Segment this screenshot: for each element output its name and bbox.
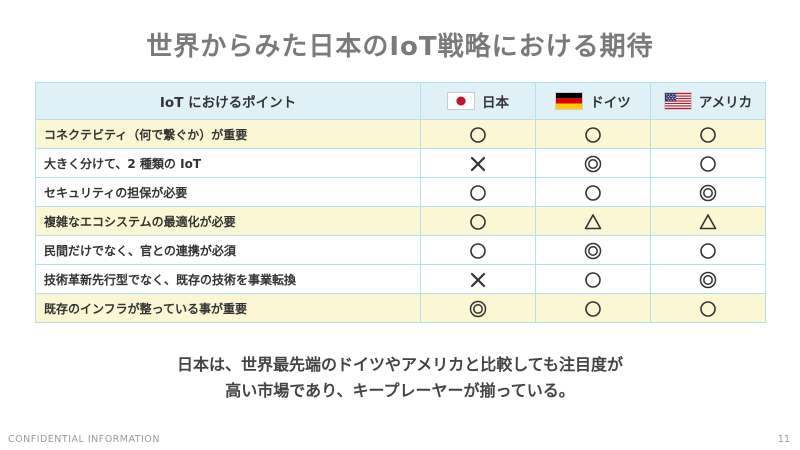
cross-mark-icon <box>469 271 487 289</box>
circle-mark-icon <box>699 155 717 173</box>
summary-line-2: 高い市場であり、キープレーヤーが揃っている。 <box>225 381 575 400</box>
mark-cell-usa <box>650 264 766 294</box>
mark-cell-germany <box>535 148 651 178</box>
country-name-usa: アメリカ <box>698 95 753 111</box>
germany-flag-icon <box>555 92 584 110</box>
circle-mark-icon <box>699 126 717 144</box>
double-circle-mark-icon <box>699 271 717 289</box>
mark-cell-japan <box>420 148 536 178</box>
country-name-germany: ドイツ <box>590 95 631 111</box>
point-cell: 既存のインフラが整っている事が重要 <box>35 293 421 323</box>
point-cell: 複雑なエコシステムの最適化が必要 <box>35 206 421 236</box>
japan-flag-icon <box>447 92 475 110</box>
circle-mark-icon <box>699 242 717 260</box>
mark-cell-germany <box>535 264 651 294</box>
table-header-row: IoT におけるポイント 日本 <box>35 82 766 120</box>
mark-cell-germany <box>535 293 651 323</box>
double-circle-mark-icon <box>584 155 602 173</box>
triangle-mark-icon <box>699 213 717 231</box>
mark-cell-japan <box>420 264 536 294</box>
double-circle-mark-icon <box>699 184 717 202</box>
mark-cell-japan <box>420 119 536 149</box>
usa-flag-icon <box>663 92 692 110</box>
circle-mark-icon <box>584 126 602 144</box>
mark-cell-japan <box>420 293 536 323</box>
confidential-label: CONFIDENTIAL INFORMATION <box>8 434 160 445</box>
circle-mark-icon <box>469 126 487 144</box>
point-cell: コネクテビティ（何で繋ぐか）が重要 <box>35 119 421 149</box>
mark-cell-germany <box>535 235 651 265</box>
double-circle-mark-icon <box>584 242 602 260</box>
column-header-point: IoT におけるポイント <box>35 82 421 120</box>
column-header-usa: アメリカ <box>650 82 766 120</box>
mark-cell-japan <box>420 235 536 265</box>
circle-mark-icon <box>699 300 717 318</box>
mark-cell-usa <box>650 206 766 236</box>
mark-cell-usa <box>650 293 766 323</box>
circle-mark-icon <box>584 184 602 202</box>
circle-mark-icon <box>584 271 602 289</box>
page-number: 11 <box>777 434 790 445</box>
mark-cell-germany <box>535 206 651 236</box>
mark-cell-usa <box>650 177 766 207</box>
table-row: コネクテビティ（何で繋ぐか）が重要 <box>35 119 766 149</box>
mark-cell-germany <box>535 119 651 149</box>
table-row: 民間だけでなく、官との連携が必須 <box>35 235 766 265</box>
page-title: 世界からみた日本のIoT戦略における期待 <box>146 32 654 62</box>
mark-cell-usa <box>650 119 766 149</box>
mark-cell-usa <box>650 235 766 265</box>
table-row: セキュリティの担保が必要 <box>35 177 766 207</box>
mark-cell-germany <box>535 177 651 207</box>
mark-cell-japan <box>420 206 536 236</box>
table-row: 大きく分けて、2 種類の IoT <box>35 148 766 178</box>
mark-cell-japan <box>420 177 536 207</box>
table-row: 既存のインフラが整っている事が重要 <box>35 293 766 323</box>
summary-text: 日本は、世界最先端のドイツやアメリカと比較しても注目度が 高い市場であり、キープ… <box>0 352 800 404</box>
circle-mark-icon <box>584 300 602 318</box>
column-header-japan: 日本 <box>420 82 536 120</box>
table-row: 複雑なエコシステムの最適化が必要 <box>35 206 766 236</box>
point-cell: 大きく分けて、2 種類の IoT <box>35 148 421 178</box>
point-cell: セキュリティの担保が必要 <box>35 177 421 207</box>
double-circle-mark-icon <box>469 300 487 318</box>
comparison-table: IoT におけるポイント 日本 <box>35 82 766 323</box>
point-cell: 技術革新先行型でなく、既存の技術を事業転換 <box>35 264 421 294</box>
mark-cell-usa <box>650 148 766 178</box>
circle-mark-icon <box>469 213 487 231</box>
table-body: コネクテビティ（何で繋ぐか）が重要 大きく分けて、2 種類の IoT セキュリティの… <box>35 119 766 323</box>
cross-mark-icon <box>469 155 487 173</box>
summary-line-1: 日本は、世界最先端のドイツやアメリカと比較しても注目度が <box>177 355 623 374</box>
column-header-germany: ドイツ <box>535 82 651 120</box>
triangle-mark-icon <box>584 213 602 231</box>
circle-mark-icon <box>469 184 487 202</box>
table-row: 技術革新先行型でなく、既存の技術を事業転換 <box>35 264 766 294</box>
circle-mark-icon <box>469 242 487 260</box>
country-name-japan: 日本 <box>482 95 509 111</box>
point-cell: 民間だけでなく、官との連携が必須 <box>35 235 421 265</box>
